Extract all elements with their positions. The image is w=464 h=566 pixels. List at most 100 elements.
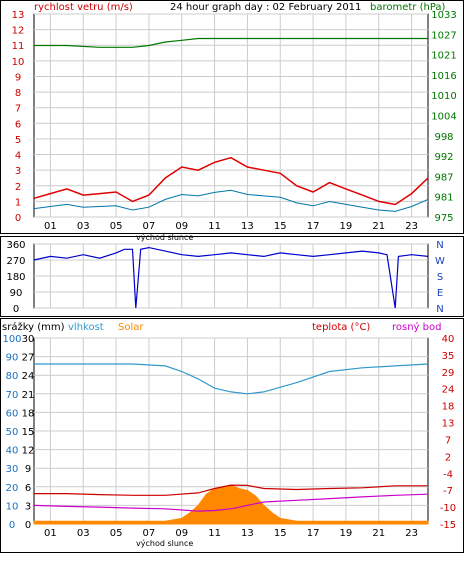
pressure-y-tick-label: 1033	[431, 10, 456, 21]
wind-y-tick-label: 1	[15, 197, 21, 208]
solar-legend: Solar	[118, 322, 144, 333]
rain-axis-label: srážky (mm)	[2, 321, 65, 333]
dir-compass-label: W	[435, 256, 445, 267]
rain-x-tick-label: 21	[372, 528, 385, 539]
chart-title: 24 hour graph day : 02 February 2011	[170, 2, 361, 13]
wind-x-tick-label: 11	[208, 221, 221, 232]
rain-y-tick-label: 9	[25, 464, 31, 475]
dir-compass-label: N	[436, 240, 443, 251]
wind-x-tick-label: 21	[372, 221, 385, 232]
wind-x-tick-label: 19	[340, 221, 353, 232]
wind-x-tick-label: 09	[175, 221, 188, 232]
pressure-y-tick-label: 1016	[431, 71, 456, 82]
rain-x-tick-label: 11	[208, 528, 221, 539]
temp-y-tick-label: 2	[445, 452, 451, 463]
pressure-y-tick-label: 1027	[431, 30, 456, 41]
rain-x-tick-label: 07	[143, 528, 156, 539]
wind-speed-line	[33, 156, 429, 206]
rain-x-tick-label: 03	[77, 528, 90, 539]
rain-y-tick-label: 30	[22, 334, 35, 345]
rain-y-tick-label: 18	[22, 408, 35, 419]
pressure-y-tick-label: 992	[434, 152, 453, 163]
wind-x-tick-label: 17	[307, 221, 320, 232]
temp-y-tick-label: 7	[445, 435, 451, 446]
wind-x-tick-label: 03	[77, 221, 90, 232]
wind-y-tick-label: 6	[15, 119, 21, 130]
dewpoint-line	[33, 493, 429, 512]
temperature-line	[34, 484, 428, 496]
wind-y-tick-label: 4	[15, 151, 21, 162]
dir-y-tick-label: 180	[6, 272, 25, 283]
pressure-y-tick-label: 1010	[431, 91, 456, 102]
rain-x-tick-label: 15	[274, 528, 287, 539]
dir-y-tick-label: 90	[10, 288, 23, 299]
wind-x-tick-label: 07	[143, 221, 156, 232]
pressure-y-tick-label: 998	[434, 132, 453, 143]
wind-y-tick-label: 7	[15, 104, 21, 115]
pressure-y-tick-label: 1021	[431, 51, 456, 62]
rain-x-tick-label: 17	[307, 528, 320, 539]
humidity-y-tick-label: 10	[6, 501, 19, 512]
wind-axis-label: rychlost vetru (m/s)	[34, 2, 133, 13]
wind-y-tick-label: 11	[12, 41, 25, 52]
temp-y-tick-label: -4	[443, 469, 453, 480]
humidity-y-tick-label: 30	[6, 464, 19, 475]
humidity-line	[34, 363, 429, 395]
temp-y-tick-label: 40	[442, 334, 455, 345]
dir-compass-label: E	[437, 288, 443, 299]
wind-y-tick-label: 5	[15, 135, 21, 146]
humidity-y-tick-label: 60	[6, 408, 19, 419]
rain-humidity-temp-chart: 01 03 05 07 09 11 13 15 17 19 21 230102030405060708…	[2, 334, 456, 539]
wind-y-tick-label: 0	[15, 213, 21, 224]
rain-y-tick-label: 24	[22, 371, 35, 382]
wind-y-tick-label: 13	[12, 10, 25, 21]
wind-y-tick-label: 10	[12, 57, 25, 68]
temp-y-tick-label: 18	[442, 402, 455, 413]
wind-direction-line	[33, 246, 429, 309]
dir-y-tick-label: 360	[6, 240, 25, 251]
solar-area	[33, 484, 429, 525]
rain-x-tick-label: 05	[110, 528, 123, 539]
pressure-y-tick-label: 1004	[431, 112, 456, 123]
rain-y-tick-label: 12	[22, 446, 35, 457]
wind-x-tick-label: 15	[274, 221, 287, 232]
dewpoint-legend: rosný bod	[392, 321, 441, 333]
wind-x-tick-label: 13	[241, 221, 254, 232]
plot-area	[33, 13, 429, 218]
rain-y-tick-label: 21	[22, 390, 35, 401]
wind-x-tick-label: 05	[110, 221, 123, 232]
humidity-y-tick-label: 70	[6, 390, 19, 401]
pressure-line	[34, 37, 428, 48]
rain-x-tick-label: 01	[44, 528, 57, 539]
humidity-y-tick-label: 0	[9, 520, 15, 531]
wind-pressure-chart: 01 03 05 07 09 11 13 15 17 19 21 230123456789101112…	[12, 10, 457, 232]
pressure-y-tick-label: 987	[434, 172, 453, 183]
temp-y-tick-label: 24	[442, 385, 455, 396]
rain-y-tick-label: 0	[25, 520, 31, 531]
rain-y-tick-label: 6	[25, 483, 31, 494]
wind-y-tick-label: 9	[15, 72, 21, 83]
dir-compass-label: N	[436, 304, 443, 315]
rain-x-tick-label: 13	[241, 528, 254, 539]
humidity-y-tick-label: 20	[6, 483, 19, 494]
humidity-y-tick-label: 40	[6, 446, 19, 457]
wind-y-tick-label: 12	[12, 26, 25, 37]
temp-y-tick-label: -7	[443, 486, 453, 497]
wind-x-tick-label: 23	[405, 221, 418, 232]
rain-y-tick-label: 3	[25, 501, 31, 512]
wind-y-tick-label: 2	[15, 182, 21, 193]
wind-y-tick-label: 3	[15, 166, 21, 177]
wind-average-line	[33, 189, 429, 212]
humidity-y-tick-label: 100	[2, 334, 21, 345]
pressure-axis-label: barometr (hPa)	[370, 2, 446, 13]
wind-x-tick-label: 01	[44, 221, 57, 232]
rain-x-tick-label: 19	[340, 528, 353, 539]
humidity-y-tick-label: 90	[6, 353, 19, 364]
temp-y-tick-label: -10	[440, 503, 456, 514]
temperature-legend: teplota (°C)	[312, 322, 370, 333]
temp-y-tick-label: -15	[440, 520, 456, 531]
humidity-legend: vlhkost	[68, 322, 104, 333]
temp-y-tick-label: 13	[442, 419, 455, 430]
